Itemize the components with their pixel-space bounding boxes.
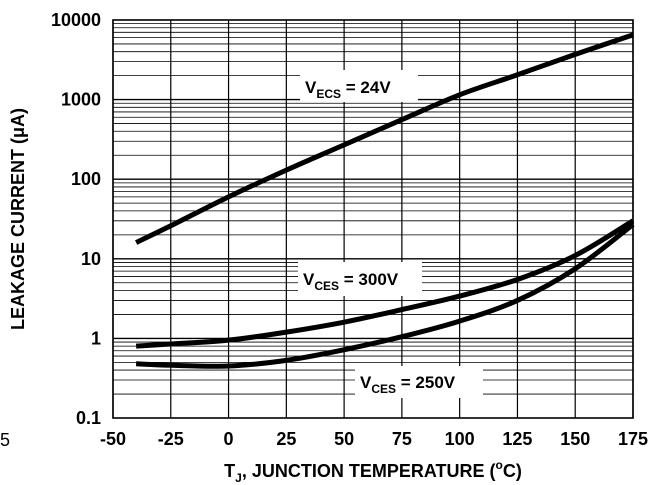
y-tick-label: 100 (71, 169, 101, 189)
x-axis-title: TJ, JUNCTION TEMPERATURE (oC) (224, 458, 522, 485)
x-tick-label: 75 (392, 429, 412, 449)
x-tick-label: -25 (158, 429, 184, 449)
y-tick-labels: 0.1 1 10 100 1000 10000 (51, 10, 101, 428)
x-tick-label: 100 (445, 429, 475, 449)
series-line-2 (136, 222, 635, 369)
series-label-bg-vecs (300, 70, 418, 102)
x-tick-labels: -50 -25 0 25 50 75 100 125 150 175 (100, 429, 648, 449)
y-axis-title: LEAKAGE CURRENT (μA) (8, 108, 28, 330)
series-label-bg-vces250 (355, 366, 483, 398)
x-tick-label: 125 (502, 429, 532, 449)
series-line-0 (135, 32, 634, 245)
x-tick-label: 25 (276, 429, 296, 449)
x-tick-label: 0 (224, 429, 234, 449)
series-label-vces250: VCES = 250V (360, 373, 456, 396)
x-tick-label: 50 (334, 429, 354, 449)
plot-frame (112, 19, 634, 419)
x-tick-label: -50 (100, 429, 126, 449)
y-tick-label: 1000 (61, 90, 101, 110)
y-tick-label: 1 (91, 328, 101, 348)
y-tick-label: 0.1 (76, 408, 101, 428)
series-label-vecs: VECS = 24V (305, 78, 391, 101)
series-line-1 (135, 218, 635, 349)
series-label-vces300: VCES = 300V (303, 270, 399, 293)
stray-mark: 5 (0, 430, 10, 450)
y-tick-label: 10000 (51, 10, 101, 30)
y-tick-label: 10 (81, 249, 101, 269)
series-label-bg-vces300 (298, 262, 422, 296)
x-tick-label: 175 (618, 429, 648, 449)
series-curves (135, 32, 635, 369)
x-tick-label: 150 (560, 429, 590, 449)
